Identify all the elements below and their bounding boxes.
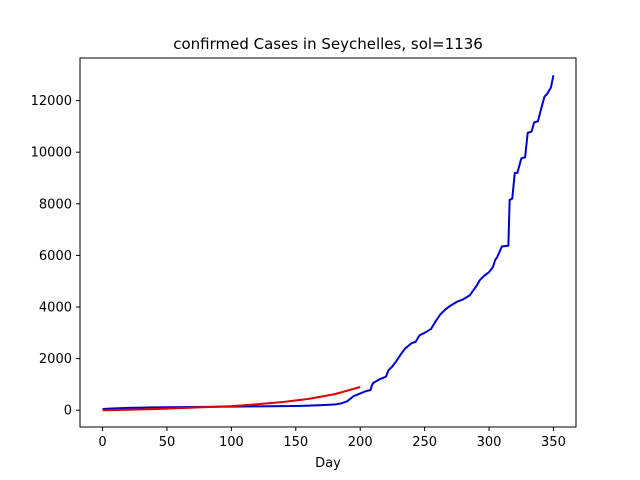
y-tick-label: 6000 [39,249,72,264]
x-tick-label: 250 [412,435,437,450]
series-line-1 [102,386,361,412]
x-tick-label: 100 [219,435,244,450]
x-tick-label: 150 [283,435,308,450]
y-axis: 0 2000 4000 6000 8000 10000 12000 [31,94,80,419]
y-tick-label: 10000 [31,146,72,161]
plot-frame [79,57,577,428]
x-tick-label: 300 [477,435,502,450]
y-tick-label: 0 [64,404,72,419]
series-line-0 [102,75,555,410]
y-tick-label: 2000 [39,352,72,367]
y-tick-label: 12000 [31,94,72,109]
x-tick-label: 0 [98,435,106,450]
x-axis-label: Day [315,456,341,471]
y-tick-label: 8000 [39,197,72,212]
x-axis: 0 50 100 150 200 250 300 350 [98,427,566,450]
x-tick-label: 200 [348,435,373,450]
y-tick-label: 4000 [39,301,72,316]
x-tick-label: 50 [159,435,176,450]
series-layer [102,75,555,412]
chart-title: confirmed Cases in Seychelles, sol=1136 [173,35,483,53]
x-tick-label: 350 [541,435,566,450]
